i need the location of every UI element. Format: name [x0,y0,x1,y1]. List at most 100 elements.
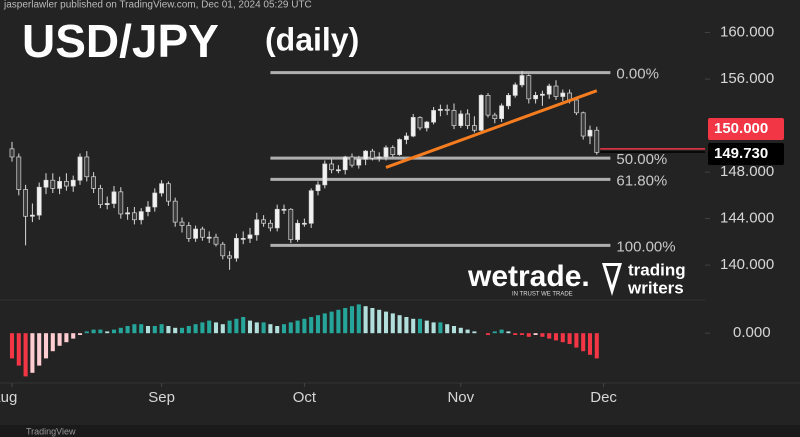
price-label: 150.000 [714,120,768,137]
oscillator-bar [397,315,402,334]
logo: writers [627,278,684,297]
candle-body [254,219,260,236]
candle-body [132,212,137,221]
oscillator-bar [343,308,348,334]
oscillator-bar [9,333,15,359]
candle-body [506,94,511,107]
oscillator-bar [499,329,504,334]
oscillator-bar [302,318,307,334]
oscillator-bar [152,326,157,334]
oscillator-bar [132,324,137,334]
fib-label: 61.80% [616,172,667,189]
oscillator-bar [485,333,491,335]
candle-body [478,94,484,131]
candle-body [118,191,124,215]
candle-body [540,93,545,96]
oscillator-bar [336,309,341,334]
candle-body [64,181,69,187]
footer: TradingView [26,426,76,436]
price-label-box [708,117,784,140]
candle-body [472,125,477,131]
candle-body [580,112,586,137]
candle-body [77,156,83,181]
candle-body [159,183,164,194]
candle-body [70,179,76,187]
oscillator-bar [193,324,198,334]
candle-body [438,108,443,111]
x-tick-label: Sep [148,389,175,406]
oscillator-bar [431,322,436,334]
y-tick-label: 140.000 [720,256,774,273]
oscillator-bar [111,329,117,334]
logo-tagline: IN TRUST WE TRADE [512,292,573,298]
candle-body [465,113,470,126]
oscillator-bar [234,318,239,334]
x-tick-label: Dec [590,389,617,406]
oscillator-bar [465,329,470,334]
y-tick-label: 144.000 [720,210,774,227]
candle-body [240,238,246,240]
candle-body [43,179,49,188]
candle-body [227,255,232,259]
oscillator-bar [159,324,164,334]
candle-body [36,186,42,216]
candle-body [50,179,56,189]
oscillator-bar [261,322,266,334]
candle-body [376,156,382,159]
y-tick-label: 0.000 [733,324,771,341]
oscillator-bar [567,333,572,344]
candle-body [349,156,355,166]
candle-body [397,139,402,156]
oscillator-bar [281,324,287,334]
candle-body [91,176,96,189]
candle-body [594,129,600,153]
price-label: 149.730 [714,145,768,162]
candle-body [9,148,15,158]
candle-body [410,117,416,137]
oscillator-bar [383,311,389,334]
candle-body [390,147,396,156]
x-tick-label: Nov [447,389,474,406]
oscillator-bar [16,333,21,366]
candle-body [431,110,436,123]
candle-body [546,85,552,95]
candle-body [526,75,532,100]
oscillator-bar [166,326,171,334]
oscillator-bar [309,317,314,334]
oscillator-bar [220,324,225,334]
oscillator-bar [506,331,511,334]
candle-body [512,84,518,96]
oscillator-bar [533,333,538,335]
oscillator-bar [417,318,423,334]
oscillator-bar [581,333,586,352]
oscillator-bar [377,309,382,334]
oscillator-bar [356,304,361,334]
oscillator-bar [57,333,62,346]
oscillator-bar [574,333,579,348]
logo: wetrade. [467,260,590,293]
oscillator-bar [241,317,246,334]
candle-body [356,158,362,166]
oscillator-bar [492,331,497,334]
subtitle: (daily) [265,21,359,57]
candle-body [329,163,334,171]
footer-bar [0,425,800,437]
logo-icon [602,263,622,296]
oscillator-bar [288,322,293,334]
candle-body [315,184,321,192]
oscillator-bar [91,329,96,334]
candle-body [145,206,151,212]
oscillator-bar [268,324,273,334]
oscillator-bar [315,315,321,334]
candle-body [336,169,341,172]
y-tick-label: 160.000 [720,24,774,41]
candle-body [104,203,110,206]
x-tick-label: Aug [0,389,17,406]
candle-body [268,222,273,229]
candle-body [186,225,192,239]
candle-body [16,156,22,190]
oscillator-bar [254,322,259,334]
candle-body [574,99,579,114]
oscillator-bar [370,308,375,334]
